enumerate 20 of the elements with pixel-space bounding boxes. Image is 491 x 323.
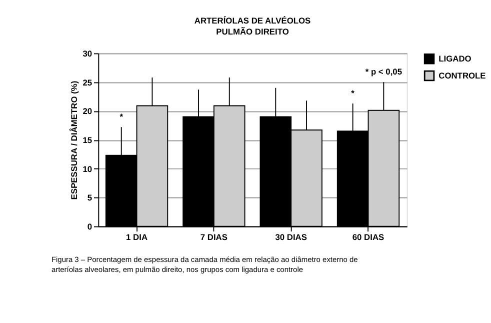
x-tick-label: 30 DIAS <box>275 232 308 242</box>
x-tick-label: 60 DIAS <box>352 232 385 242</box>
chart-title: ARTERÍOLAS DE ALVÉOLOS <box>194 15 312 26</box>
y-tick-label: 5 <box>87 192 92 203</box>
annotation: * p < 0,05 <box>365 66 402 77</box>
y-tick-label: 20 <box>82 106 92 116</box>
x-tick-label: 7 DIAS <box>200 232 228 242</box>
y-tick-label: 30 <box>82 48 92 59</box>
y-tick-label: 0 <box>87 222 92 232</box>
y-tick-label: 15 <box>82 135 92 146</box>
chart-subtitle: PULMÃO DIREITO <box>216 26 290 37</box>
y-tick-label: 10 <box>82 164 92 174</box>
text: Figura 3 – Porcentagem de espessura da camada média em relação ao diâmetro externo de arteríolas alveolares, em pulmão direito, nos grupos com ligadura e controle <box>51 254 358 274</box>
legend-label: CONTROLE <box>438 70 486 81</box>
y-axis-title: ESPESSURA / DIÂMETRO (%) <box>69 80 80 200</box>
annotation: * <box>351 88 356 98</box>
annotation: * <box>120 112 124 122</box>
x-tick-label: 1 DIA <box>126 232 148 242</box>
y-tick-label: 25 <box>82 77 92 88</box>
legend-label: LIGADO <box>438 54 472 64</box>
